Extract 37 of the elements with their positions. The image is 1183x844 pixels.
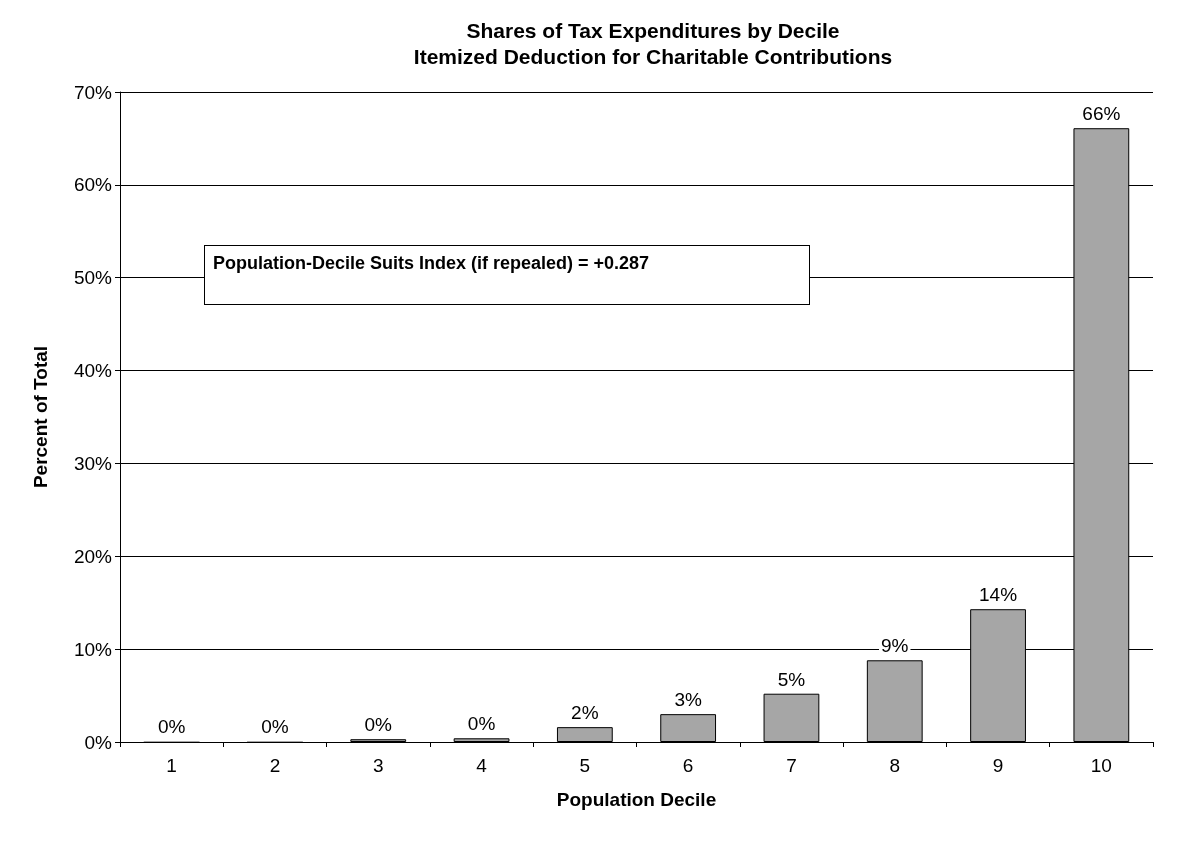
y-axis-title: Percent of Total <box>30 345 51 489</box>
y-tick-label: 20% <box>73 545 113 567</box>
x-tick-label: 1 <box>166 755 177 776</box>
data-label: 0% <box>467 713 496 735</box>
data-label: 0% <box>261 716 289 738</box>
x-tick-label: 10 <box>1090 755 1112 776</box>
x-tick-label: 4 <box>476 755 488 776</box>
bar <box>660 714 717 742</box>
data-label: 14% <box>979 584 1018 606</box>
y-tick-label: 70% <box>73 81 113 103</box>
data-label: 2% <box>571 702 599 724</box>
y-tick-label: 60% <box>73 174 113 196</box>
x-tick-label: 8 <box>889 755 901 776</box>
x-tick-label: 7 <box>786 755 797 776</box>
y-tick-label: 10% <box>73 638 113 660</box>
bar <box>453 738 510 742</box>
data-label: 3% <box>674 689 702 711</box>
x-tick-label: 9 <box>992 755 1004 776</box>
data-label: 5% <box>777 668 806 690</box>
bar <box>866 660 923 742</box>
x-tick-label: 2 <box>269 755 281 776</box>
data-label: 0% <box>364 714 393 736</box>
annotation: Population-Decile Suits Index (if repealed) = +0.287 <box>213 253 650 274</box>
bar <box>556 727 613 742</box>
x-tick-label: 5 <box>579 755 591 776</box>
y-tick-label: 0% <box>84 731 113 753</box>
y-tick-label: 50% <box>73 267 113 289</box>
x-tick-label: 3 <box>372 755 384 776</box>
y-tick-label: 30% <box>73 452 113 474</box>
data-label: 0% <box>157 716 186 738</box>
x-axis-title: Population Decile <box>556 789 717 810</box>
y-tick-label: 40% <box>73 360 113 382</box>
data-label: 9% <box>881 635 909 657</box>
chart-title: Shares of Tax Expenditures by Decile Itemized Deduction for Charitable Contributions <box>413 18 893 68</box>
bar <box>763 693 820 742</box>
data-label: 66% <box>1082 103 1121 125</box>
x-tick-label: 6 <box>682 755 694 776</box>
